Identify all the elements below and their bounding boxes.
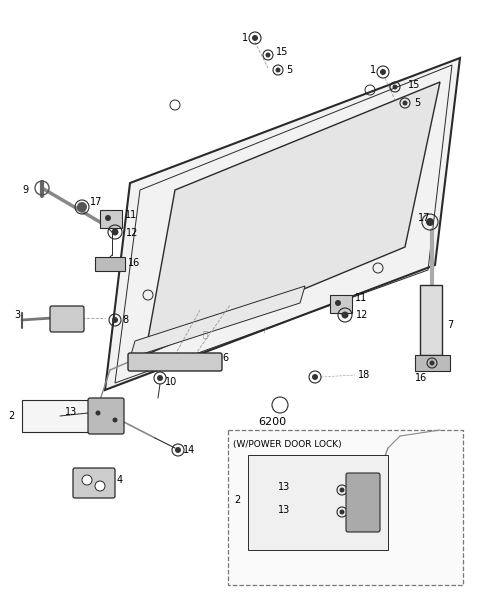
Circle shape bbox=[339, 510, 345, 514]
Circle shape bbox=[335, 300, 341, 306]
Circle shape bbox=[77, 202, 87, 212]
Circle shape bbox=[426, 218, 434, 226]
Circle shape bbox=[312, 374, 318, 380]
Text: 13: 13 bbox=[278, 505, 290, 515]
FancyBboxPatch shape bbox=[346, 473, 380, 532]
Text: 2: 2 bbox=[234, 495, 240, 505]
Text: 15: 15 bbox=[276, 47, 288, 57]
Text: 12: 12 bbox=[356, 310, 368, 320]
Text: 17: 17 bbox=[418, 213, 431, 223]
Text: 6: 6 bbox=[222, 353, 228, 363]
Bar bbox=[228, 430, 463, 585]
Text: 4: 4 bbox=[117, 475, 123, 485]
Text: ち: ち bbox=[203, 331, 207, 340]
Circle shape bbox=[157, 375, 163, 381]
Bar bbox=[95, 257, 125, 271]
Text: 13: 13 bbox=[278, 482, 290, 492]
Text: 16: 16 bbox=[415, 373, 427, 383]
Bar bbox=[415, 355, 450, 371]
FancyBboxPatch shape bbox=[88, 398, 124, 434]
Circle shape bbox=[105, 215, 111, 221]
Circle shape bbox=[112, 417, 118, 422]
Bar bbox=[22, 400, 102, 432]
Text: 14: 14 bbox=[183, 445, 195, 455]
FancyBboxPatch shape bbox=[128, 353, 222, 371]
Circle shape bbox=[339, 488, 345, 492]
Text: 12: 12 bbox=[126, 228, 138, 238]
FancyBboxPatch shape bbox=[73, 468, 115, 498]
Bar bbox=[248, 455, 388, 550]
Text: 5: 5 bbox=[414, 98, 420, 108]
Text: 15: 15 bbox=[408, 80, 420, 90]
Polygon shape bbox=[105, 58, 460, 390]
Text: /: / bbox=[264, 327, 266, 333]
Circle shape bbox=[82, 475, 92, 485]
Text: 9: 9 bbox=[22, 185, 28, 195]
Text: 10: 10 bbox=[165, 377, 177, 387]
Text: 16: 16 bbox=[128, 258, 140, 268]
Polygon shape bbox=[145, 82, 440, 355]
Text: 5: 5 bbox=[286, 65, 292, 75]
Circle shape bbox=[252, 35, 258, 41]
Bar bbox=[330, 295, 352, 313]
Circle shape bbox=[403, 100, 408, 106]
Text: 3: 3 bbox=[14, 310, 20, 320]
Text: 1: 1 bbox=[242, 33, 248, 43]
Text: 2: 2 bbox=[8, 411, 14, 421]
Circle shape bbox=[393, 84, 397, 89]
FancyBboxPatch shape bbox=[50, 306, 84, 332]
Circle shape bbox=[175, 447, 181, 453]
Circle shape bbox=[380, 69, 386, 75]
Circle shape bbox=[96, 411, 100, 415]
Text: 1: 1 bbox=[370, 65, 376, 75]
Circle shape bbox=[112, 317, 118, 323]
Circle shape bbox=[265, 53, 271, 57]
Text: 11: 11 bbox=[125, 210, 137, 220]
Text: 6200: 6200 bbox=[258, 417, 286, 427]
Circle shape bbox=[430, 360, 434, 365]
Circle shape bbox=[341, 312, 348, 318]
Text: 13: 13 bbox=[65, 407, 77, 417]
Text: 8: 8 bbox=[122, 315, 128, 325]
Text: 17: 17 bbox=[90, 197, 102, 207]
Circle shape bbox=[95, 481, 105, 491]
Circle shape bbox=[276, 67, 280, 73]
Text: 11: 11 bbox=[355, 293, 367, 303]
Bar bbox=[420, 285, 442, 355]
Text: (W/POWER DOOR LOCK): (W/POWER DOOR LOCK) bbox=[233, 441, 342, 450]
Bar bbox=[100, 210, 122, 228]
Circle shape bbox=[111, 229, 119, 235]
Text: 18: 18 bbox=[358, 370, 370, 380]
Text: 7: 7 bbox=[447, 320, 453, 330]
Polygon shape bbox=[130, 286, 305, 358]
